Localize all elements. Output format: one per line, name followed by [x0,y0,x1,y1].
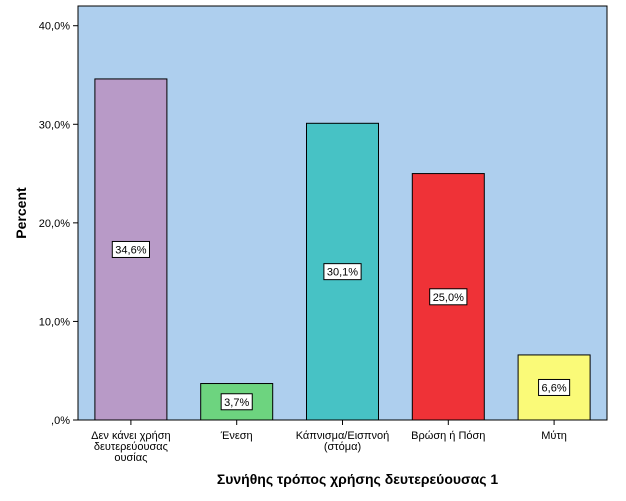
y-tick-label-3: 20,0% [39,218,70,230]
data-label-1: 34,6% [115,244,146,256]
data-label-4: 25,0% [433,292,464,304]
y-axis: ,0% 10,0% 20,0% 30,0% 40,0% [39,21,78,427]
x-tick-label-3-line-2: (στόμα) [324,441,361,453]
data-label-box-2 [220,393,253,411]
data-label-2: 3,7% [224,397,249,409]
data-label-box-1 [111,240,151,258]
data-label-box-5 [538,378,571,396]
y-tick-label-5: 40,0% [39,21,70,33]
bars-layer: 34,6% 3,7% 30,1% 25,0% 6,6% [94,78,591,421]
x-tick-label-5: Μύτη [541,430,567,442]
x-axis-title: Συνήθης τρόπος χρήσης δευτερεύουσας 1 [217,471,499,487]
y-tick-label-2: 10,0% [39,316,70,328]
data-label-box-4 [429,288,468,306]
x-tick-label-2: Ένεση [220,430,253,442]
x-tick-label-1-line-2: δευτερεύουσας [94,441,168,453]
x-tick-label-3-line-1: Κάπνισμα/Εισπνοή [296,430,390,442]
y-tick-label-4: 30,0% [39,119,70,131]
data-label-3: 30,1% [327,267,358,279]
y-tick-label-1: ,0% [51,415,70,427]
x-tick-label-1-line-3: ουσίας [114,452,147,464]
x-tick-label-4: Βρώση ή Πόση [411,430,485,442]
data-label-box-3 [323,263,362,281]
data-label-5: 6,6% [542,382,567,394]
y-axis-title: Percent [13,187,29,239]
x-tick-label-1-line-1: Δεν κάνει χρήση [91,430,171,442]
